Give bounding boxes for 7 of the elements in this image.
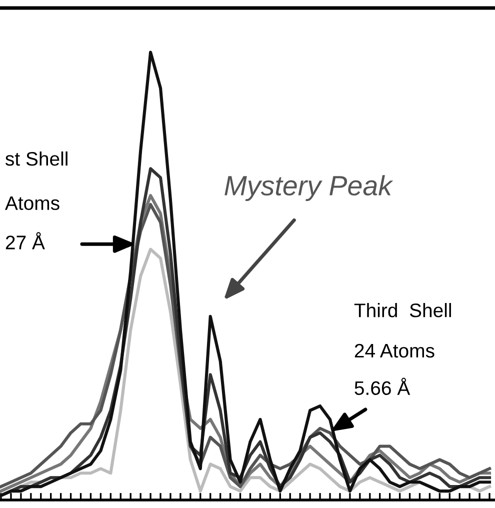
- annotation: 24 Atoms: [354, 344, 434, 358]
- annotation: Atoms: [4, 196, 60, 210]
- annotation: 5.66 Å: [354, 378, 410, 396]
- annotation: Mystery Peak: [224, 175, 394, 202]
- annotation: st Shell: [5, 151, 68, 166]
- annotation: Third Shell: [354, 302, 451, 318]
- annotation: 27 Å: [6, 232, 45, 250]
